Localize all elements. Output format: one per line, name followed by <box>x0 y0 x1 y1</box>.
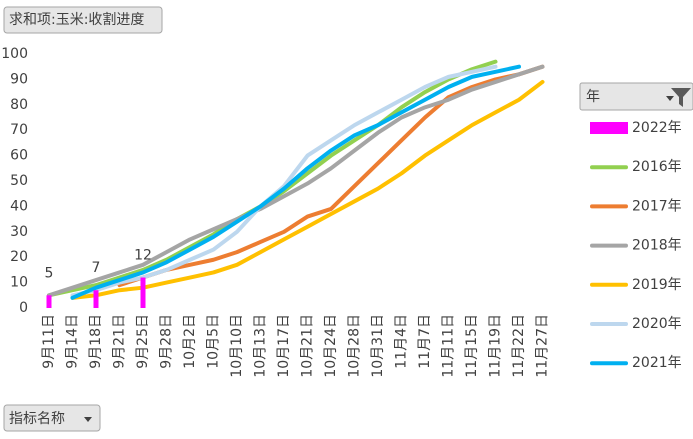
y-tick-label: 40 <box>10 198 28 214</box>
y-tick-label: 90 <box>10 71 28 87</box>
x-tick-label: 11月19日 <box>488 314 504 378</box>
y-tick-label: 10 <box>10 275 28 291</box>
filter-button[interactable] <box>3 404 101 432</box>
x-tick-label: 10月10日 <box>229 314 245 378</box>
series-line <box>70 79 545 300</box>
x-tick-label: 9月25日 <box>135 314 151 369</box>
x-tick-label: 10月24日 <box>323 314 339 378</box>
legend-label: 2022年 <box>632 120 682 136</box>
x-tick-label: 9月28日 <box>159 314 175 369</box>
x-tick-label: 11月7日 <box>417 314 433 369</box>
legend-title: 年 <box>586 89 600 105</box>
x-tick-label: 10月17日 <box>276 314 292 378</box>
filter-button-label: 指标名称 <box>9 411 65 427</box>
legend-label: 2021年 <box>632 355 682 371</box>
x-tick-label: 10月5日 <box>206 314 222 369</box>
y-tick-label: 20 <box>10 249 28 265</box>
data-label: 5 <box>45 265 54 281</box>
x-tick-label: 10月31日 <box>370 314 386 378</box>
y-tick-label: 80 <box>10 97 28 113</box>
x-tick-label: 10月28日 <box>347 314 363 378</box>
x-tick-label: 9月14日 <box>65 314 81 369</box>
x-tick-label: 11月4日 <box>394 314 410 369</box>
legend-label: 2019年 <box>632 277 682 293</box>
x-tick-label: 11月22日 <box>511 314 527 378</box>
series-line <box>47 64 545 298</box>
legend-swatch <box>590 122 628 134</box>
x-tick-label: 10月13日 <box>253 314 269 378</box>
x-tick-label: 9月21日 <box>112 314 128 369</box>
dropdown-arrow <box>84 417 92 422</box>
legend-label: 2018年 <box>632 238 682 254</box>
field-button[interactable] <box>3 6 163 34</box>
bar <box>93 290 99 308</box>
dropdown-arrow <box>666 96 674 101</box>
field-button-label: 求和项:玉米:收割进度 <box>9 11 144 28</box>
y-tick-label: 30 <box>10 224 28 240</box>
x-tick-label: 11月15日 <box>464 314 480 378</box>
bar <box>46 295 52 308</box>
x-tick-label: 9月11日 <box>41 314 57 369</box>
x-tick-label: 11月27日 <box>535 314 551 378</box>
y-tick-label: 70 <box>10 122 28 138</box>
series-line <box>117 64 545 288</box>
bar <box>140 277 146 308</box>
y-tick-label: 50 <box>10 173 28 189</box>
x-tick-label: 10月21日 <box>300 314 316 378</box>
legend-label: 2016年 <box>632 159 682 175</box>
data-label: 12 <box>134 248 152 264</box>
legend-label: 2017年 <box>632 198 682 214</box>
y-tick-label: 100 <box>1 46 28 62</box>
y-tick-label: 60 <box>10 148 28 164</box>
x-tick-label: 11月11日 <box>441 314 457 378</box>
x-tick-label: 9月18日 <box>88 314 104 369</box>
series-line <box>70 64 521 300</box>
data-label: 7 <box>92 260 101 276</box>
x-tick-label: 10月2日 <box>182 314 198 369</box>
filter-icon <box>671 88 691 107</box>
legend-filter-button[interactable] <box>579 82 693 111</box>
legend-label: 2020年 <box>632 316 682 332</box>
y-tick-label: 0 <box>19 300 28 316</box>
